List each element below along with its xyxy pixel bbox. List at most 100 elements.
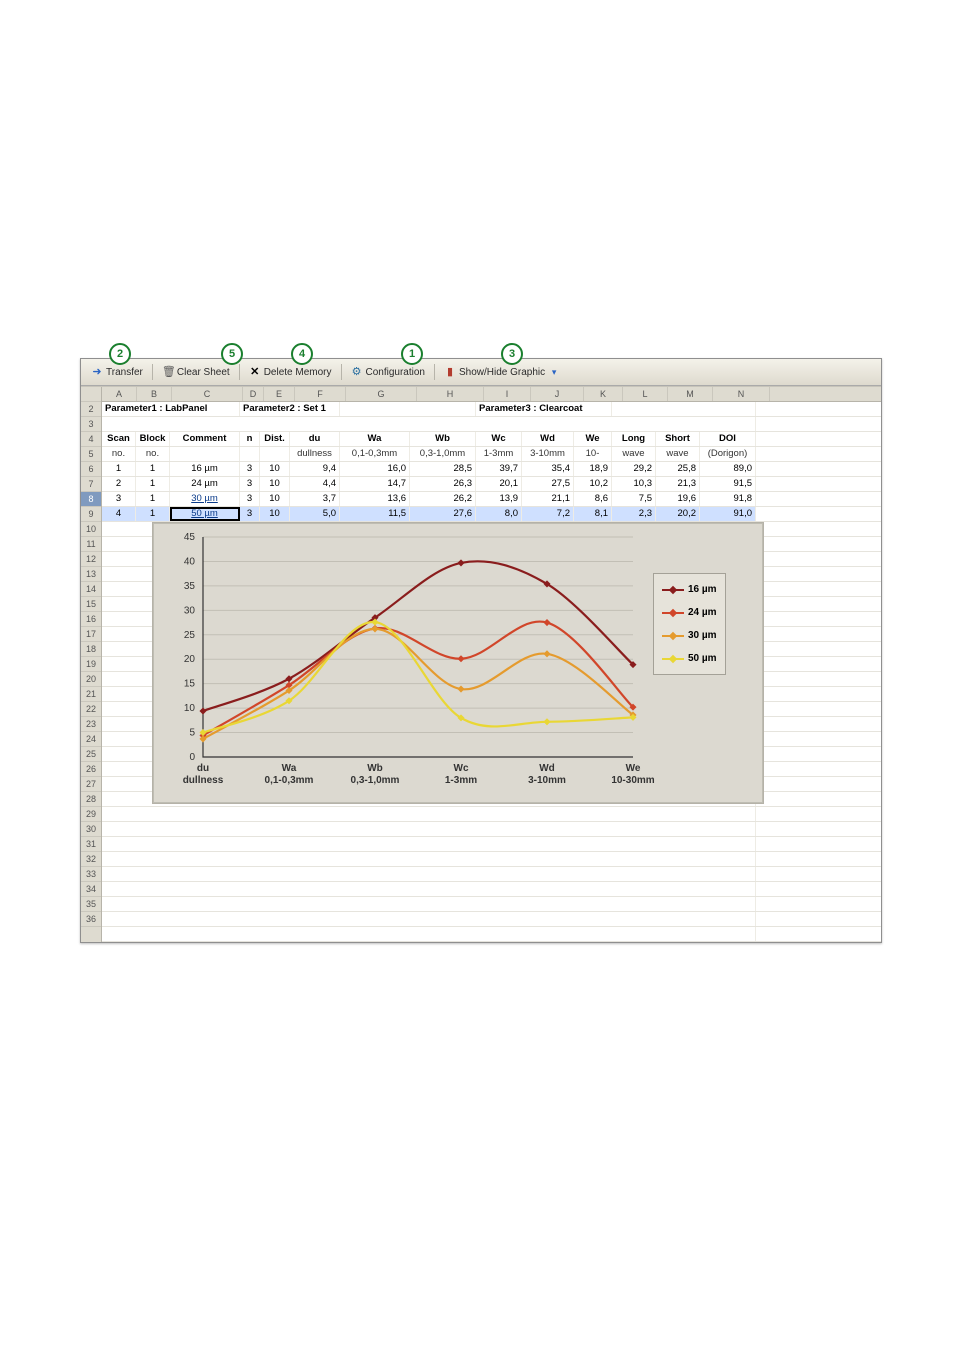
table-cell[interactable]: 3: [240, 507, 260, 521]
row-header-21[interactable]: 21: [81, 687, 101, 702]
blank-row[interactable]: [102, 837, 756, 851]
blank-row[interactable]: [102, 927, 756, 941]
table-cell[interactable]: 19,6: [656, 492, 700, 506]
table-cell[interactable]: 7,5: [612, 492, 656, 506]
table-header-Scan[interactable]: Scan: [102, 432, 136, 446]
col-header-D[interactable]: D: [243, 387, 264, 401]
row-header-23[interactable]: 23: [81, 717, 101, 732]
param2-cell[interactable]: Parameter2 : Set 1: [240, 402, 340, 416]
table-subheader[interactable]: 0,1-0,3mm: [340, 447, 410, 461]
col-header-E[interactable]: E: [264, 387, 295, 401]
row-header-20[interactable]: 20: [81, 672, 101, 687]
table-cell[interactable]: 4,4: [290, 477, 340, 491]
blank-row[interactable]: [102, 822, 756, 836]
row-header-26[interactable]: 26: [81, 762, 101, 777]
table-subheader[interactable]: 0,3-1,0mm: [410, 447, 476, 461]
row-header-32[interactable]: 32: [81, 852, 101, 867]
table-cell[interactable]: 1: [102, 462, 136, 476]
table-subheader[interactable]: wave: [612, 447, 656, 461]
table-cell[interactable]: 24 µm: [170, 477, 240, 491]
col-header-N[interactable]: N: [713, 387, 770, 401]
blank-cell[interactable]: [340, 402, 476, 416]
row-header-11[interactable]: 11: [81, 537, 101, 552]
table-header-Long[interactable]: Long: [612, 432, 656, 446]
table-subheader[interactable]: [170, 447, 240, 461]
table-header-Wa[interactable]: Wa: [340, 432, 410, 446]
row-header-4[interactable]: 4: [81, 432, 101, 447]
table-subheader[interactable]: 1-3mm: [476, 447, 522, 461]
table-cell[interactable]: 8,6: [574, 492, 612, 506]
blank-cell[interactable]: [612, 402, 756, 416]
table-cell[interactable]: 9,4: [290, 462, 340, 476]
table-cell[interactable]: 21,3: [656, 477, 700, 491]
table-subheader[interactable]: wave: [656, 447, 700, 461]
table-subheader[interactable]: 3-10mm: [522, 447, 574, 461]
col-header-F[interactable]: F: [295, 387, 346, 401]
table-cell[interactable]: 10: [260, 462, 290, 476]
row-header-15[interactable]: 15: [81, 597, 101, 612]
col-header-H[interactable]: H: [417, 387, 484, 401]
row-header-7[interactable]: 7: [81, 477, 101, 492]
row-header-29[interactable]: 29: [81, 807, 101, 822]
row-header-9[interactable]: 9: [81, 507, 101, 522]
table-cell[interactable]: 27,6: [410, 507, 476, 521]
row-header-31[interactable]: 31: [81, 837, 101, 852]
table-cell[interactable]: 30 µm: [170, 492, 240, 506]
spreadsheet[interactable]: 2345678910111213141516171819202122232425…: [81, 386, 881, 942]
table-cell[interactable]: 28,5: [410, 462, 476, 476]
blank-row[interactable]: [102, 912, 756, 926]
table-cell[interactable]: 2,3: [612, 507, 656, 521]
param3-cell[interactable]: Parameter3 : Clearcoat: [476, 402, 612, 416]
table-cell[interactable]: 10: [260, 507, 290, 521]
comment-link[interactable]: 30 µm: [191, 493, 218, 504]
table-subheader[interactable]: no.: [102, 447, 136, 461]
table-cell[interactable]: 39,7: [476, 462, 522, 476]
table-cell[interactable]: 3: [240, 492, 260, 506]
clear-sheet-button[interactable]: 🗑 Clear Sheet: [156, 365, 236, 379]
row-header-13[interactable]: 13: [81, 567, 101, 582]
table-cell[interactable]: 16 µm: [170, 462, 240, 476]
table-cell[interactable]: 25,8: [656, 462, 700, 476]
col-header-M[interactable]: M: [668, 387, 713, 401]
col-header-I[interactable]: I: [484, 387, 531, 401]
table-subheader[interactable]: 10-: [574, 447, 612, 461]
row-header-17[interactable]: 17: [81, 627, 101, 642]
table-cell[interactable]: 14,7: [340, 477, 410, 491]
blank-row[interactable]: [102, 897, 756, 911]
col-header-A[interactable]: A: [102, 387, 137, 401]
table-cell[interactable]: 10: [260, 477, 290, 491]
col-header-J[interactable]: J: [531, 387, 584, 401]
col-header-B[interactable]: B: [137, 387, 172, 401]
table-cell[interactable]: 7,2: [522, 507, 574, 521]
table-cell[interactable]: 1: [136, 477, 170, 491]
table-cell[interactable]: 20,1: [476, 477, 522, 491]
table-header-n[interactable]: n: [240, 432, 260, 446]
col-header-L[interactable]: L: [623, 387, 668, 401]
transfer-button[interactable]: ➜ Transfer: [85, 365, 149, 379]
table-header-We[interactable]: We: [574, 432, 612, 446]
table-cell[interactable]: 91,5: [700, 477, 756, 491]
table-cell[interactable]: 2: [102, 477, 136, 491]
table-cell[interactable]: 3: [240, 477, 260, 491]
row-header-30[interactable]: 30: [81, 822, 101, 837]
row-header-36[interactable]: 36: [81, 912, 101, 927]
row-header-22[interactable]: 22: [81, 702, 101, 717]
blank-row[interactable]: [102, 417, 756, 431]
blank-row[interactable]: [102, 882, 756, 896]
table-cell[interactable]: 21,1: [522, 492, 574, 506]
table-cell[interactable]: 27,5: [522, 477, 574, 491]
row-header-19[interactable]: 19: [81, 657, 101, 672]
table-cell[interactable]: 1: [136, 462, 170, 476]
table-cell[interactable]: 5,0: [290, 507, 340, 521]
row-header-28[interactable]: 28: [81, 792, 101, 807]
table-cell[interactable]: 29,2: [612, 462, 656, 476]
row-header-14[interactable]: 14: [81, 582, 101, 597]
table-cell[interactable]: 4: [102, 507, 136, 521]
row-header-2[interactable]: 2: [81, 402, 101, 417]
table-cell[interactable]: 18,9: [574, 462, 612, 476]
blank-row[interactable]: [102, 852, 756, 866]
table-cell[interactable]: 3: [102, 492, 136, 506]
table-header-Wc[interactable]: Wc: [476, 432, 522, 446]
table-cell[interactable]: 35,4: [522, 462, 574, 476]
table-header-Wb[interactable]: Wb: [410, 432, 476, 446]
